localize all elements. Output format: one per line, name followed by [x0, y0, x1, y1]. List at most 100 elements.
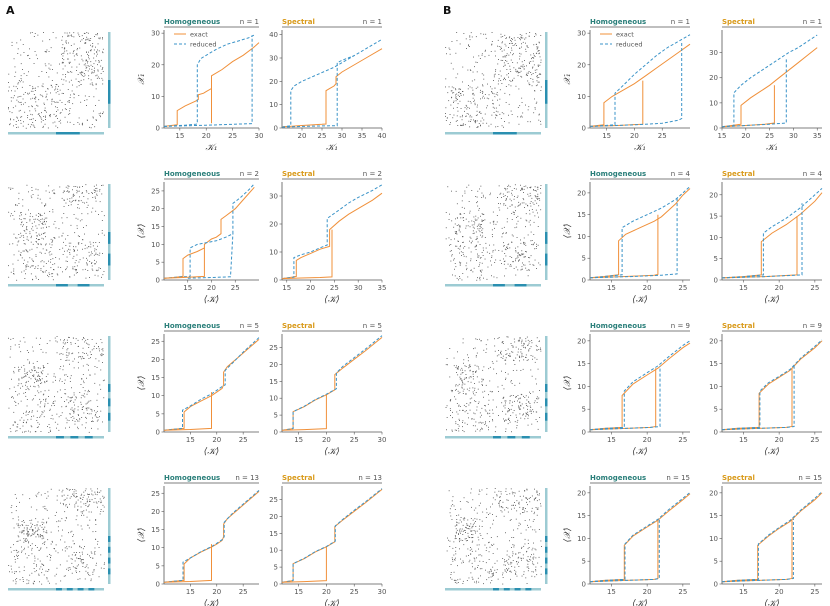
- x-tick-label: 15: [175, 132, 184, 140]
- chart-B-r4-spec: Spectral n = 15 15 20 25 0 5 10 15 20 ⟨𝒦⟩: [709, 474, 823, 606]
- x-tick-label: 20: [775, 436, 784, 444]
- y-tick-label: 5: [714, 558, 718, 566]
- x-tick-label: 15: [294, 436, 303, 444]
- x-tick-label: 25: [678, 284, 687, 292]
- x-tick-label: 30: [789, 132, 798, 140]
- y-axis-label: ⟨𝒳⟩: [563, 376, 573, 391]
- chart-title: Homogeneous: [590, 18, 646, 26]
- matrix-partition-segment: [493, 132, 517, 135]
- adjacency-matrix-A4: [8, 488, 105, 585]
- y-axis-label: ⟨𝒳⟩: [137, 528, 147, 543]
- series-reduced-line: [163, 34, 256, 127]
- y-tick-label: 5: [156, 562, 160, 570]
- series-reduced-line: [721, 57, 787, 128]
- chart-B-r3-hom: Homogeneous n = 9 15 20 25 0 5 10 15 20 ⟨𝒦⟩ ⟨𝒳⟩: [563, 322, 691, 457]
- y-tick-label: 15: [577, 211, 586, 219]
- y-tick-label: 30: [151, 30, 160, 38]
- x-tick-label: 25: [810, 588, 819, 596]
- series-reduced-line: [721, 188, 823, 279]
- matrix-partition-segment: [525, 588, 532, 591]
- series-exact-line: [589, 520, 659, 583]
- y-tick-label: 10: [151, 392, 160, 400]
- x-axis-label: ⟨𝒦⟩: [632, 599, 647, 606]
- y-tick-label: 25: [269, 344, 278, 352]
- x-tick-label: 25: [228, 132, 237, 140]
- n-label: n = 1: [363, 18, 382, 26]
- x-tick-label: 15: [282, 284, 291, 292]
- x-tick-label: 25: [765, 132, 774, 140]
- matrix-partition-segment: [507, 436, 516, 439]
- adjacency-matrix-A3: [8, 336, 105, 433]
- matrix-partition-segment: [108, 384, 111, 392]
- series-exact-line: [589, 188, 691, 279]
- x-axis-label: ⟨𝒦⟩: [632, 295, 647, 305]
- series-exact-line: [163, 42, 260, 127]
- matrix-partition-segment: [56, 284, 68, 287]
- matrix-partition-segment: [493, 284, 505, 287]
- x-axis-label: ⟨𝒦⟩: [764, 447, 779, 457]
- n-label: n = 2: [240, 170, 259, 178]
- y-tick-label: 0: [714, 581, 718, 589]
- x-tick-label: 35: [378, 284, 387, 292]
- x-tick-label: 15: [186, 588, 195, 596]
- y-axis-label: ⟨𝒳⟩: [563, 224, 573, 239]
- y-tick-label: 15: [709, 360, 718, 368]
- y-tick-label: 0: [274, 581, 278, 589]
- y-tick-label: 20: [709, 489, 718, 497]
- y-tick-label: 5: [582, 255, 586, 263]
- x-tick-label: 20: [775, 588, 784, 596]
- series-reduced-line: [163, 490, 260, 583]
- series-exact-line: [281, 48, 383, 128]
- x-tick-label: 20: [741, 132, 750, 140]
- y-tick-label: 30: [709, 49, 718, 57]
- x-tick-label: 25: [239, 588, 248, 596]
- x-tick-label: 25: [350, 588, 359, 596]
- y-tick-label: 25: [151, 490, 160, 498]
- legend-reduced-label: reduced: [616, 41, 642, 49]
- n-label: n = 15: [666, 474, 690, 482]
- y-tick-label: 30: [577, 30, 586, 38]
- series-reduced-line: [589, 42, 683, 127]
- y-tick-label: 20: [577, 189, 586, 197]
- x-axis-label: ⟨𝒦⟩: [324, 295, 339, 305]
- series-exact-line: [163, 247, 205, 279]
- matrix-partition-segment: [545, 384, 548, 392]
- y-tick-label: 5: [156, 259, 160, 267]
- matrix-partition-segment: [545, 398, 548, 407]
- x-tick-label: 35: [813, 132, 822, 140]
- series-exact-line: [721, 492, 823, 583]
- x-tick-label: 25: [810, 284, 819, 292]
- x-tick-label: 20: [212, 436, 221, 444]
- series-exact-line: [163, 186, 255, 279]
- y-tick-label: 20: [577, 489, 586, 497]
- y-tick-label: 20: [151, 205, 160, 213]
- x-tick-label: 25: [239, 436, 248, 444]
- y-tick-label: 15: [269, 530, 278, 538]
- y-tick-label: 5: [582, 406, 586, 414]
- x-tick-label: 20: [322, 436, 331, 444]
- y-tick-label: 0: [582, 277, 586, 285]
- y-tick-label: 5: [714, 255, 718, 263]
- n-label: n = 1: [240, 18, 259, 26]
- series-exact-line: [163, 339, 260, 431]
- matrix-partition-segment: [84, 436, 93, 439]
- adjacency-matrices: [8, 32, 548, 591]
- n-label: n = 9: [803, 322, 822, 330]
- n-label: n = 4: [671, 170, 691, 178]
- matrix-partition-segment: [108, 568, 111, 575]
- y-tick-label: 15: [269, 378, 278, 386]
- y-tick-label: 30: [269, 55, 278, 63]
- series-exact-line: [589, 214, 659, 279]
- series-exact-line: [589, 43, 691, 127]
- x-axis-label: 𝒦₁: [634, 143, 646, 153]
- y-tick-label: 40: [269, 31, 278, 39]
- series-reduced-line: [589, 365, 661, 431]
- series-exact-line: [163, 392, 212, 431]
- matrix-partition-segment: [503, 588, 510, 591]
- legend-exact-label: exact: [616, 31, 634, 39]
- series-reduced-line: [589, 197, 678, 279]
- x-tick-label: 15: [718, 132, 727, 140]
- series-exact-line: [281, 394, 327, 431]
- series-reduced-line: [721, 339, 823, 431]
